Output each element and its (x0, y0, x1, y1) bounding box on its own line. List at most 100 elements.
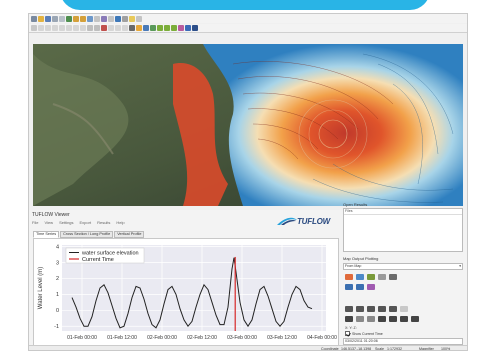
scale-label: Scale (375, 347, 384, 351)
tuflow-tools-icon[interactable] (143, 25, 149, 31)
label-icon[interactable] (101, 25, 107, 31)
plot-depth-icon[interactable] (367, 274, 375, 280)
legend-label-water: water surface elevation (81, 250, 139, 256)
main-toolbar (29, 14, 467, 23)
cursor-icon[interactable] (389, 306, 397, 312)
tuflow-logo-icon (277, 217, 297, 225)
plot-velocity-icon[interactable] (356, 274, 364, 280)
tuflow-styles-icon[interactable] (178, 25, 184, 31)
copy-icon[interactable] (73, 25, 79, 31)
add-feature-icon[interactable] (38, 25, 44, 31)
clear-plot-icon[interactable] (356, 306, 364, 312)
y-tick-label: 2 (56, 276, 59, 282)
flow-velocity-map (33, 44, 463, 206)
y-tick-label: 3 (56, 260, 59, 266)
change-label-icon[interactable] (122, 25, 128, 31)
plot-discharge-icon[interactable] (356, 284, 364, 290)
legend-box (65, 247, 145, 264)
zoom-plot-icon[interactable] (389, 316, 397, 322)
menu-file[interactable]: File (32, 220, 39, 225)
open-project-icon[interactable] (38, 15, 44, 22)
time-series-plot[interactable]: -1 0 1 2 3 4 01-Feb 00:00 01-Feb 12:00 02-Feb 00… (33, 238, 339, 350)
delete-icon[interactable] (59, 25, 65, 31)
move-label-icon[interactable] (115, 25, 121, 31)
tuflow-check-icon[interactable] (150, 25, 156, 31)
plot-tabs: Time Series Cross Section / Long Profile… (33, 231, 145, 238)
plot-stage-icon[interactable] (345, 284, 353, 290)
undo-icon[interactable] (87, 25, 93, 31)
rotate-label-icon[interactable] (108, 25, 114, 31)
plot-grid-icon[interactable] (389, 274, 397, 280)
menu-results[interactable]: Results (97, 220, 111, 225)
map-canvas[interactable] (33, 44, 463, 206)
sum-icon[interactable] (115, 15, 121, 22)
tuflow-layout-icon[interactable] (192, 25, 198, 31)
tuflow-logo-text: TUFLOW (297, 217, 331, 226)
menu-export[interactable]: Export (79, 220, 92, 225)
tuflow-check-2-icon[interactable] (157, 25, 163, 31)
tips-icon[interactable] (129, 15, 135, 22)
settings-icon[interactable] (400, 306, 408, 312)
tab-cross-section[interactable]: Cross Section / Long Profile (60, 231, 114, 238)
menu-help[interactable]: Help (116, 220, 125, 225)
files-divider (344, 214, 462, 215)
x-tick-label: 03-Feb 12:00 (267, 335, 297, 341)
tuflow-import-icon[interactable] (136, 25, 142, 31)
select-icon[interactable] (101, 15, 107, 22)
annotation-icon[interactable] (122, 15, 128, 22)
open-results-list[interactable]: Files (343, 208, 463, 252)
back-icon[interactable] (356, 316, 364, 322)
cut-icon[interactable] (66, 25, 72, 31)
tuflow-viewer-icon[interactable] (129, 25, 135, 31)
plot-wl-icon[interactable] (345, 274, 353, 280)
layout-icon[interactable] (59, 15, 65, 22)
print-icon[interactable] (52, 15, 58, 22)
tab-time-series[interactable]: Time Series (33, 231, 60, 238)
forward-icon[interactable] (367, 316, 375, 322)
menu-settings[interactable]: Settings (59, 220, 74, 225)
tuflow-animation-icon[interactable] (185, 25, 191, 31)
tuflow-viewer-panel: TUFLOW Viewer File View Settings Export … (29, 210, 467, 350)
time-series-chart: -1 0 1 2 3 4 01-Feb 00:00 01-Feb 12:00 02-Feb 00… (38, 244, 337, 341)
search-icon[interactable] (136, 15, 142, 22)
zoom-out-icon[interactable] (80, 15, 86, 22)
header-banner (60, 0, 430, 10)
time-select[interactable]: 03/02/2011 01:20:06 (343, 338, 463, 345)
tuflow-check-3-icon[interactable] (164, 25, 170, 31)
map-output-title: Map Output Plotting (343, 256, 379, 261)
plot-curtain-icon[interactable] (367, 284, 375, 290)
draw-line-icon[interactable] (367, 306, 375, 312)
menu-view[interactable]: View (44, 220, 54, 225)
home-icon[interactable] (345, 316, 353, 322)
pan-icon[interactable] (66, 15, 72, 22)
show-current-time-row: Show Current Time (345, 331, 383, 336)
show-current-time-checkbox[interactable] (345, 331, 350, 336)
scale-value[interactable]: 1:172932 (387, 347, 402, 351)
x-tick-label: 03-Feb 00:00 (227, 335, 257, 341)
draw-point-icon[interactable] (378, 306, 386, 312)
map-output-select[interactable]: From Map ▾ (343, 263, 463, 270)
tab-vertical-profile[interactable]: Vertical Profile (114, 231, 145, 238)
plot-flow-icon[interactable] (378, 274, 386, 280)
results-panel: Open Results Files Map Output Plotting F… (341, 200, 467, 350)
node-tool-icon[interactable] (52, 25, 58, 31)
move-feature-icon[interactable] (45, 25, 51, 31)
measure-icon[interactable] (108, 15, 114, 22)
y-tick-label: 4 (56, 244, 59, 250)
tuflow-check-4-icon[interactable] (171, 25, 177, 31)
edit-axis-icon[interactable] (400, 316, 408, 322)
pan-plot-icon[interactable] (378, 316, 386, 322)
files-header: Files (345, 209, 353, 213)
edit-icon[interactable] (31, 25, 37, 31)
save-plot-icon[interactable] (411, 316, 419, 322)
refresh-plot-icon[interactable] (345, 306, 353, 312)
paste-icon[interactable] (80, 25, 86, 31)
refresh-icon[interactable] (87, 15, 93, 22)
new-project-icon[interactable] (31, 15, 37, 22)
redo-icon[interactable] (94, 25, 100, 31)
magnifier-value[interactable]: 100% (441, 347, 451, 351)
identify-icon[interactable] (94, 15, 100, 22)
save-project-icon[interactable] (45, 15, 51, 22)
zoom-in-icon[interactable] (73, 15, 79, 22)
legend-label-time: Current Time (82, 257, 114, 263)
